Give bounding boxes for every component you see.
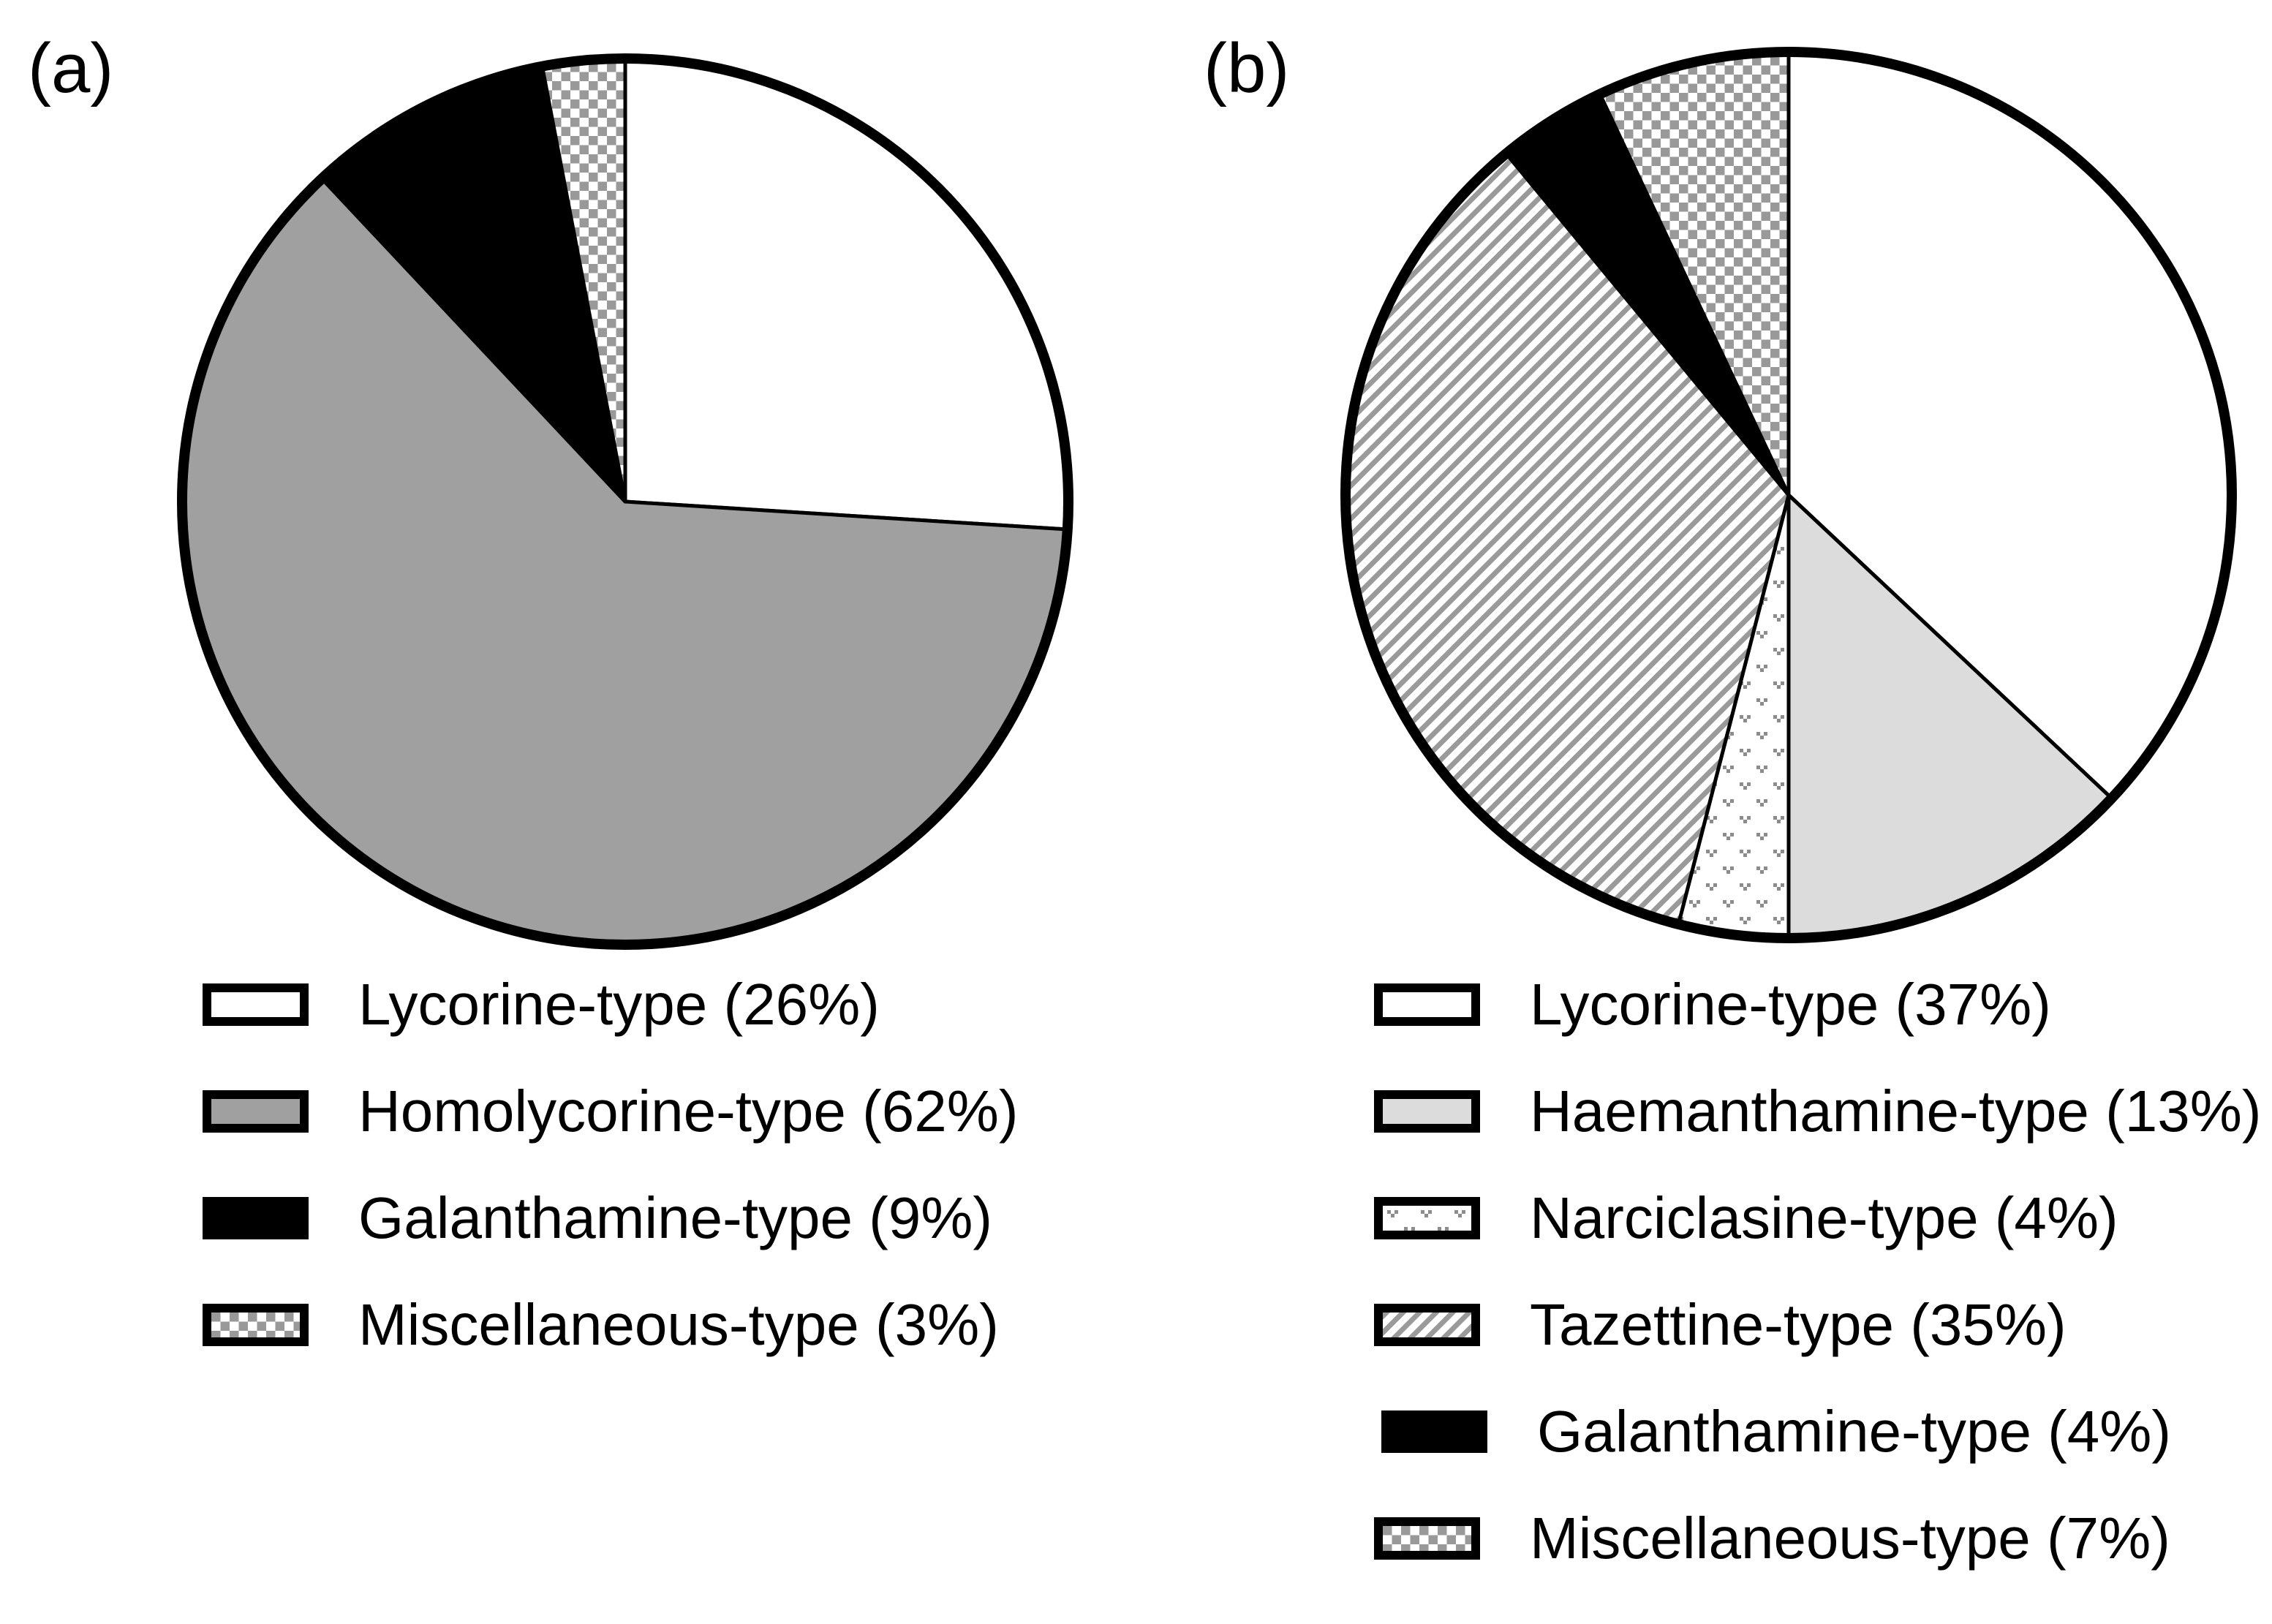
legend-label-b-lycorine-type: Lycorine-type (37%) [1530,972,2051,1037]
legend-item-b-galanthamine-type: Galanthamine-type (4%) [1381,1402,2261,1461]
pie-chart-b [1340,47,2237,943]
legend-label-a-galanthamine-type: Galanthamine-type (9%) [358,1185,993,1250]
legend-label-b-narciclasine-type: Narciclasine-type (4%) [1530,1185,2118,1250]
pie-outline [177,53,1073,950]
legend-swatch-haemanthamine-type [1374,1090,1480,1133]
legend-item-a-miscellaneous-type: Miscellaneous-type (3%) [203,1296,1019,1354]
legend-item-a-homolycorine-type: Homolycorine-type (62%) [203,1082,1019,1141]
pie-slice-lycorine-type [623,56,1071,532]
legend-label-b-tazettine-type: Tazettine-type (35%) [1530,1292,2067,1357]
panel-label-b: (b) [1204,29,1290,107]
legend-swatch-miscellaneous-type [203,1304,309,1346]
legend-item-b-lycorine-type: Lycorine-type (37%) [1374,975,2261,1034]
legend-b: Lycorine-type (37%) Haemanthamine-type (… [1374,975,2261,1624]
legend-label-b-miscellaneous-type: Miscellaneous-type (7%) [1530,1506,2170,1571]
legend-swatch-tazettine-type [1374,1304,1480,1346]
legend-label-a-homolycorine-type: Homolycorine-type (62%) [358,1079,1019,1144]
pie-outline [1340,47,2237,943]
legend-item-b-miscellaneous-type: Miscellaneous-type (7%) [1374,1509,2261,1568]
legend-swatch-homolycorine-type [203,1090,309,1133]
legend-swatch-lycorine-type [1374,983,1480,1026]
legend-swatch-galanthamine-type [203,1197,309,1239]
legend-label-b-haemanthamine-type: Haemanthamine-type (13%) [1530,1079,2262,1144]
panel-label-a: (a) [28,29,114,107]
legend-label-a-miscellaneous-type: Miscellaneous-type (3%) [358,1292,999,1357]
legend-a: Lycorine-type (26%) Homolycorine-type (6… [203,975,1019,1410]
legend-swatch-lycorine-type [203,983,309,1026]
legend-item-a-galanthamine-type: Galanthamine-type (9%) [203,1189,1019,1247]
legend-item-a-lycorine-type: Lycorine-type (26%) [203,975,1019,1034]
legend-label-a-lycorine-type: Lycorine-type (26%) [358,972,880,1037]
legend-swatch-narciclasine-type [1374,1197,1480,1239]
legend-item-b-tazettine-type: Tazettine-type (35%) [1374,1296,2261,1354]
legend-label-b-galanthamine-type: Galanthamine-type (4%) [1537,1399,2172,1464]
legend-item-b-narciclasine-type: Narciclasine-type (4%) [1374,1189,2261,1247]
legend-item-b-haemanthamine-type: Haemanthamine-type (13%) [1374,1082,2261,1141]
pie-chart-a [177,53,1073,950]
legend-swatch-galanthamine-type [1381,1410,1487,1453]
legend-swatch-miscellaneous-type [1374,1517,1480,1560]
